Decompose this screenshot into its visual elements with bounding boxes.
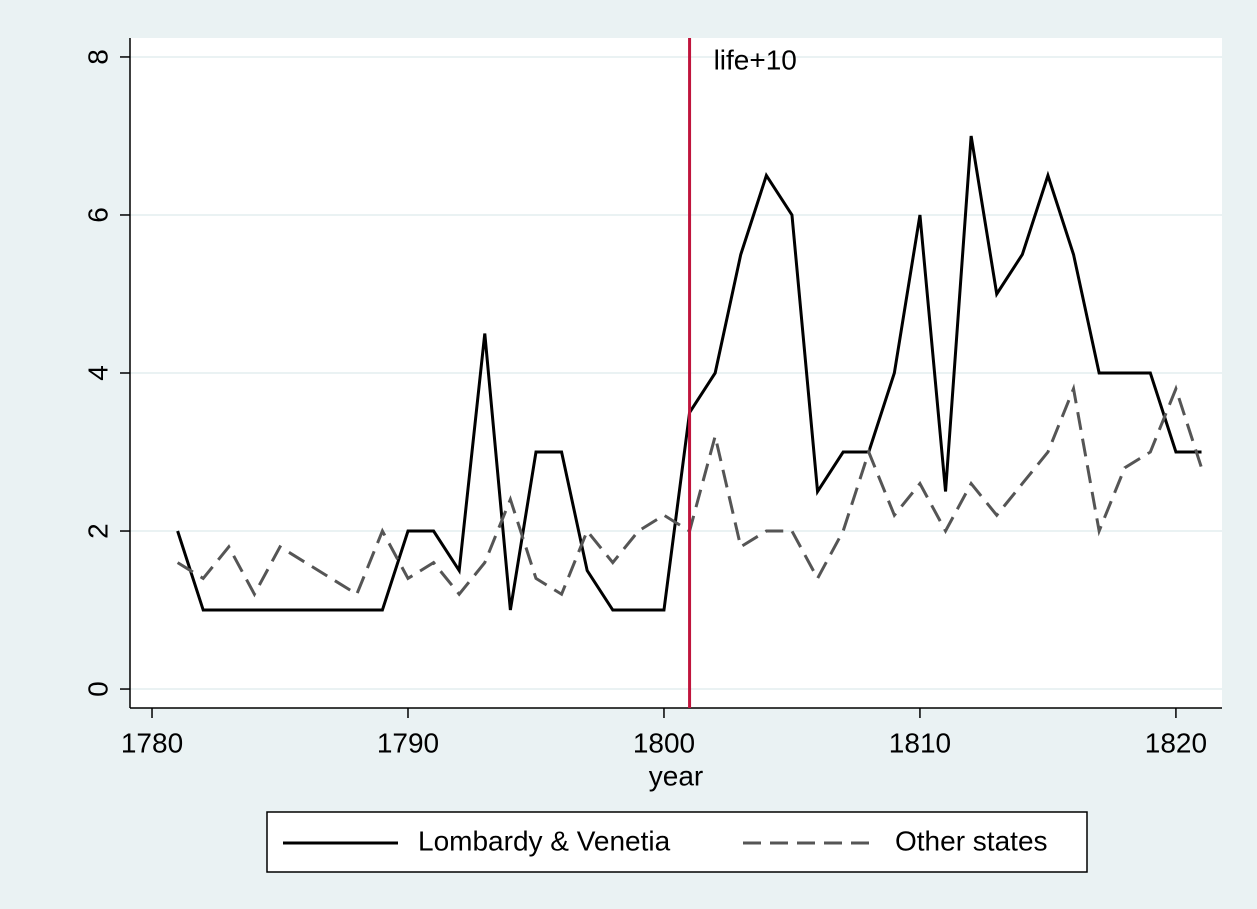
x-tick-label: 1810: [889, 727, 951, 758]
x-axis-label: year: [649, 760, 703, 791]
y-tick-label: 0: [82, 681, 113, 697]
legend-label: Other states: [895, 825, 1048, 856]
y-tick-label: 6: [82, 207, 113, 223]
y-tick-label: 4: [82, 365, 113, 381]
x-tick-label: 1780: [121, 727, 183, 758]
y-tick-label: 8: [82, 49, 113, 65]
x-tick-label: 1800: [633, 727, 695, 758]
x-tick-label: 1820: [1145, 727, 1207, 758]
x-tick-label: 1790: [377, 727, 439, 758]
y-tick-label: 2: [82, 523, 113, 539]
legend: [266, 811, 1088, 873]
legend-label: Lombardy & Venetia: [418, 825, 671, 856]
reference-label: life+10: [714, 44, 797, 75]
